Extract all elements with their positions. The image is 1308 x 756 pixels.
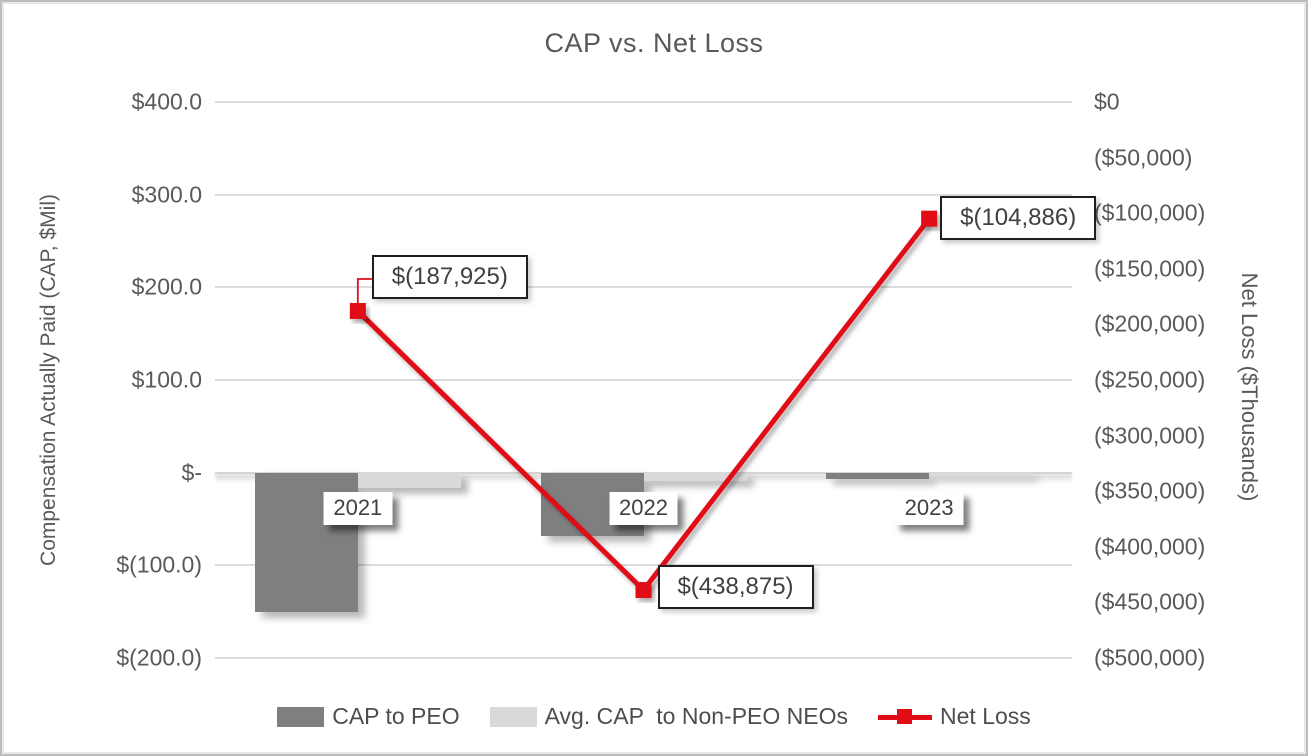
right-tick-label: ($150,000) — [1094, 255, 1206, 282]
right-tick-label: ($300,000) — [1094, 422, 1206, 449]
right-tick-label: ($500,000) — [1094, 644, 1206, 671]
right-tick-label: ($50,000) — [1094, 144, 1193, 171]
legend-label: Avg. CAP to Non-PEO NEOs — [544, 703, 849, 729]
left-tick-label: $(100.0) — [116, 551, 202, 578]
right-tick-label: $0 — [1094, 88, 1120, 115]
right-tick-label: ($250,000) — [1094, 366, 1206, 393]
bar-cap-to-peo — [826, 472, 930, 480]
legend-bar-swatch-icon — [277, 706, 325, 727]
gridline — [215, 193, 1072, 196]
bar-avg-cap-non-peo — [357, 472, 461, 489]
legend-line-swatch-icon — [878, 708, 933, 725]
legend-label: Net Loss — [940, 703, 1031, 729]
legend-line-marker — [897, 708, 913, 724]
bar-avg-cap-non-peo — [643, 472, 747, 481]
left-tick-label: $200.0 — [131, 273, 202, 300]
legend-item: Net Loss — [878, 703, 1031, 730]
legend-bar-swatch-icon — [489, 706, 537, 727]
legend: CAP to PEO Avg. CAP to Non-PEO NEOs Net Lo… — [2, 703, 1306, 730]
net-loss-data-label: $(187,925) — [371, 254, 528, 299]
left-tick-label: $(200.0) — [116, 644, 202, 671]
left-axis-title: Compensation Actually Paid (CAP, $Mil) — [37, 194, 60, 566]
left-tick-label: $400.0 — [131, 88, 202, 115]
category-label: 2023 — [894, 491, 964, 525]
right-tick-label: ($400,000) — [1094, 533, 1206, 560]
bar-avg-cap-non-peo — [929, 472, 1033, 477]
gridline — [215, 657, 1072, 659]
right-tick-label: ($100,000) — [1094, 199, 1206, 226]
right-axis-title: Net Loss ($Thousands) — [1237, 272, 1262, 502]
legend-item: Avg. CAP to Non-PEO NEOs — [489, 703, 849, 730]
left-tick-label: $300.0 — [131, 181, 202, 208]
point-label-leader-line — [356, 278, 372, 303]
right-tick-label: ($350,000) — [1094, 477, 1206, 504]
chart-title: CAP vs. Net Loss — [544, 28, 764, 58]
left-tick-label: $- — [181, 459, 202, 486]
net-loss-marker — [921, 210, 938, 227]
legend-label: CAP to PEO — [332, 703, 460, 729]
left-tick-label: $100.0 — [131, 366, 202, 393]
net-loss-data-label: $(438,875) — [657, 565, 814, 610]
category-label: 2022 — [609, 491, 678, 525]
right-tick-label: ($200,000) — [1094, 310, 1206, 337]
net-loss-marker — [635, 582, 652, 599]
gridline — [215, 286, 1072, 289]
net-loss-data-label: $(104,886) — [940, 195, 1097, 240]
net-loss-marker — [349, 302, 366, 319]
right-tick-label: ($450,000) — [1094, 588, 1206, 615]
category-label: 2021 — [323, 491, 393, 525]
legend-item: CAP to PEO — [277, 703, 460, 730]
gridline — [215, 379, 1072, 381]
gridline — [215, 101, 1072, 103]
